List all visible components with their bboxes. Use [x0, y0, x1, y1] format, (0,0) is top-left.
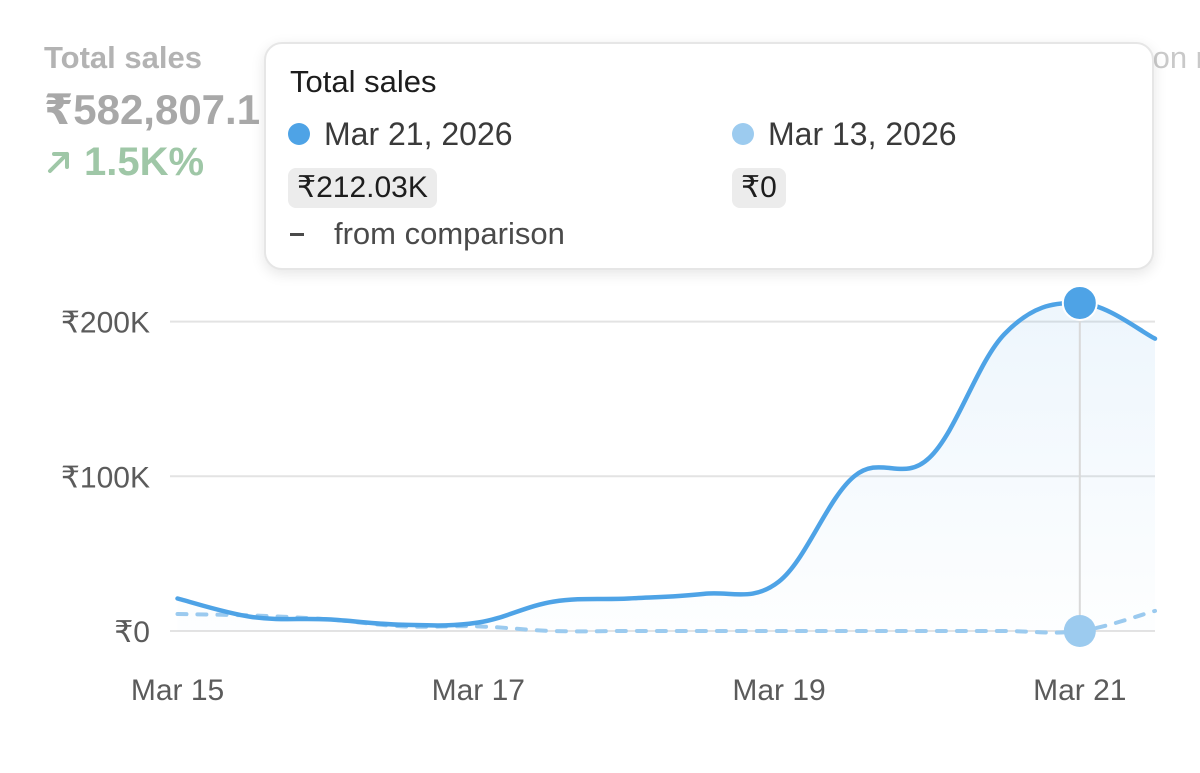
current-series-area [177, 302, 1155, 631]
current-series-dot-icon [288, 123, 310, 145]
x-tick-label: Mar 17 [432, 674, 525, 707]
comparison-series-dot-icon [732, 123, 754, 145]
y-tick-label: ₹100K [61, 461, 150, 494]
y-tick-label: ₹0 [114, 616, 150, 649]
comparison-hover-point [1063, 615, 1096, 647]
metric-change: 1.5K% [44, 138, 260, 186]
current-hover-point [1061, 284, 1098, 321]
metric-change-value: 1.5K% [84, 140, 205, 184]
dash-icon [290, 232, 304, 236]
y-tick-label: ₹200K [61, 307, 150, 340]
tooltip-comparison-date: Mar 13, 2026 [768, 116, 957, 152]
tooltip-footnote-text: from comparison [334, 216, 565, 251]
x-tick-label: Mar 19 [732, 674, 825, 707]
tooltip-comparison-value: ₹0 [732, 168, 786, 208]
current-series-line [175, 300, 1158, 628]
faded-header-text: on r [1152, 40, 1200, 75]
metric-value: ₹582,807.1 [44, 86, 261, 133]
metric-label: Total sales [44, 40, 202, 75]
tooltip-comparison: Mar 13, 2026 ₹0 [732, 114, 957, 208]
tooltip-footnote: from comparison [288, 216, 565, 252]
chart-tooltip: Total sales Mar 21, 2026 ₹212.03K Mar 13… [264, 42, 1154, 270]
arrow-up-right-icon [48, 152, 69, 173]
tooltip-current-date: Mar 21, 2026 [324, 116, 513, 152]
x-tick-label: Mar 15 [131, 674, 224, 707]
tooltip-current: Mar 21, 2026 ₹212.03K [288, 114, 513, 208]
x-tick-label: Mar 21 [1033, 674, 1126, 707]
metric-summary: Total sales ₹582,807.1 1.5K% [44, 38, 260, 186]
tooltip-title: Total sales [290, 64, 437, 99]
tooltip-current-value: ₹212.03K [288, 168, 437, 208]
